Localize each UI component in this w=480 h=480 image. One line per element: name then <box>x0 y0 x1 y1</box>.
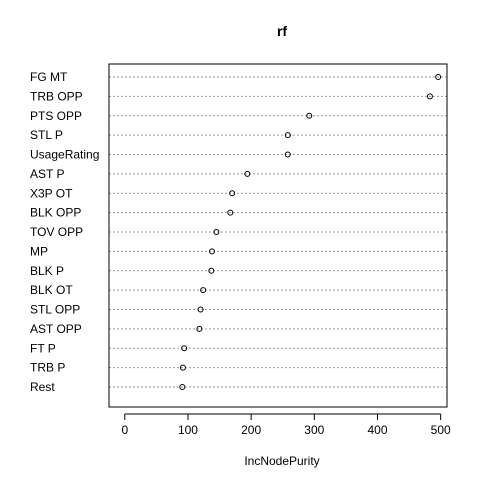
x-axis-label: IncNodePurity <box>244 454 319 468</box>
data-point <box>227 209 234 216</box>
data-point <box>208 248 215 255</box>
x-tick-label: 300 <box>304 423 324 437</box>
category-label: FG MT <box>30 70 68 84</box>
data-point <box>213 229 220 235</box>
x-tick-label: 500 <box>431 423 451 437</box>
category-labels: FG MT TRB OPP PTS OPP STL P UsageRating AST P… <box>30 70 99 394</box>
category-label: AST OPP <box>30 322 82 336</box>
category-label: BLK OPP <box>30 206 81 220</box>
category-label: STL P <box>30 128 63 142</box>
plot-frame <box>108 63 448 408</box>
category-label: STL OPP <box>30 303 80 317</box>
x-tick-label: 400 <box>367 423 387 437</box>
category-label: X3P OT <box>30 186 73 200</box>
category-label: BLK OT <box>30 283 73 297</box>
category-label: AST P <box>30 167 64 181</box>
x-tick-label: 0 <box>121 423 128 437</box>
x-tick-label: 100 <box>178 423 198 437</box>
category-label: Rest <box>30 380 55 394</box>
category-label: MP <box>30 244 48 258</box>
data-point <box>284 151 291 158</box>
data-point <box>200 287 207 294</box>
data-points <box>179 74 442 390</box>
data-point <box>435 74 442 80</box>
data-point <box>426 93 433 100</box>
data-point <box>196 325 203 332</box>
data-point <box>181 345 188 352</box>
category-label: PTS OPP <box>30 109 82 123</box>
grid-lines <box>109 76 447 388</box>
category-label: TOV OPP <box>30 225 83 239</box>
data-point <box>284 132 291 139</box>
x-axis: 0 100 200 300 400 500 <box>121 413 451 437</box>
category-label: TRB OPP <box>30 89 83 103</box>
x-tick-label: 200 <box>241 423 261 437</box>
data-point <box>179 384 186 390</box>
chart-title: rf <box>277 23 287 39</box>
data-point <box>229 190 236 197</box>
category-label: FT P <box>30 341 56 355</box>
data-point <box>179 364 186 371</box>
plot-area <box>108 63 448 408</box>
category-label: TRB P <box>30 361 65 375</box>
category-label: BLK P <box>30 264 64 278</box>
data-point <box>197 306 204 313</box>
data-point <box>306 112 313 119</box>
data-point <box>208 267 215 274</box>
data-point <box>244 170 251 177</box>
category-label: UsageRating <box>30 148 99 162</box>
